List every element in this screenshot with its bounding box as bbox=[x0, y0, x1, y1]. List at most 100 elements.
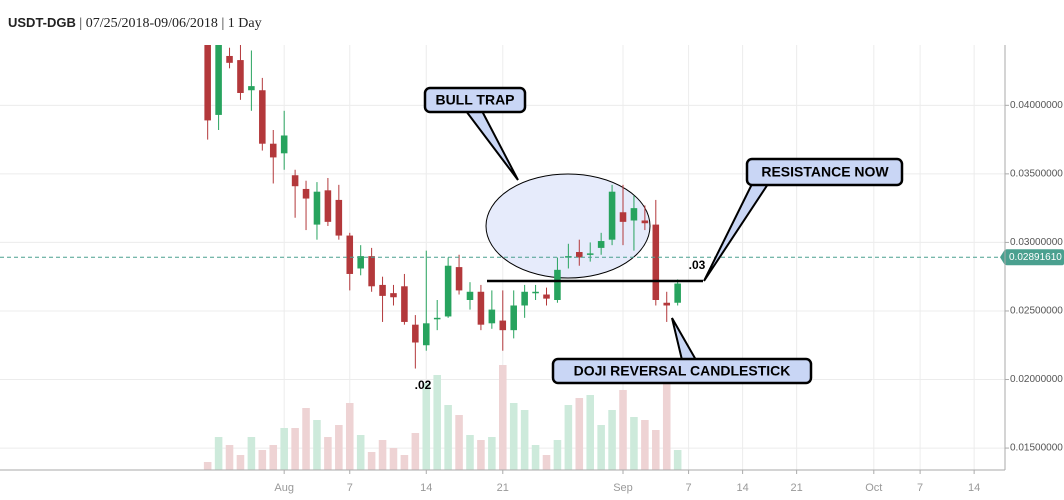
x-tick-label: 14 bbox=[420, 482, 432, 494]
callout-box bbox=[423, 86, 527, 114]
volume-bar bbox=[389, 448, 398, 470]
candle-body bbox=[499, 320, 507, 331]
candle-body bbox=[619, 212, 627, 222]
candle-body bbox=[226, 55, 233, 63]
volume-bar bbox=[630, 417, 638, 470]
price-note: .02 bbox=[415, 378, 432, 392]
candle-body bbox=[248, 86, 255, 91]
candle-body bbox=[477, 291, 485, 325]
candle-body bbox=[269, 143, 277, 158]
volume-bar bbox=[652, 430, 660, 470]
volume-bar bbox=[291, 428, 299, 470]
candle-body bbox=[510, 305, 517, 331]
volume-bar bbox=[378, 440, 387, 470]
candle-body bbox=[597, 241, 605, 248]
volume-bar bbox=[575, 398, 584, 470]
x-tick-label: 14 bbox=[968, 482, 980, 494]
volume-bar bbox=[225, 445, 234, 470]
x-tick-label: 21 bbox=[497, 482, 509, 494]
callout-pointer bbox=[703, 183, 770, 282]
volume-bar bbox=[619, 390, 627, 470]
volume-bar bbox=[258, 450, 267, 470]
candle-body bbox=[608, 191, 616, 240]
y-tick-label: 0.02500000 bbox=[1010, 306, 1063, 317]
candle-body bbox=[346, 235, 354, 274]
volume-bar bbox=[444, 405, 452, 470]
x-tick-label: Oct bbox=[865, 482, 882, 494]
volume-bar bbox=[455, 415, 463, 470]
candle-body bbox=[444, 265, 452, 317]
candle-body bbox=[488, 309, 496, 324]
volume-bar bbox=[499, 365, 507, 470]
x-tick-label: 7 bbox=[917, 482, 923, 494]
volume-bar bbox=[586, 395, 594, 470]
candle-body bbox=[663, 302, 671, 306]
candle-body bbox=[532, 291, 539, 294]
volume-bar bbox=[509, 403, 518, 470]
volume-bar bbox=[324, 437, 332, 470]
volume-bar bbox=[531, 445, 540, 470]
volume-bar bbox=[466, 435, 474, 470]
x-tick-label: 7 bbox=[347, 482, 353, 494]
callout-box bbox=[745, 157, 904, 187]
volume-bar bbox=[356, 435, 365, 470]
bull-trap-label: BULL TRAP bbox=[435, 92, 514, 108]
y-tick-label: 0.01500000 bbox=[1010, 443, 1063, 454]
candle-body bbox=[433, 317, 441, 320]
candle-body bbox=[554, 269, 561, 300]
y-tick-label: 0.04000000 bbox=[1010, 100, 1063, 111]
volume-bar bbox=[422, 383, 431, 470]
y-tick-label: 0.03000000 bbox=[1010, 237, 1063, 248]
candle-body bbox=[576, 252, 583, 258]
volume-bar bbox=[662, 380, 671, 470]
candle-body bbox=[302, 188, 310, 199]
volume-bar bbox=[214, 437, 223, 470]
candle-body bbox=[291, 175, 299, 187]
volume-bar bbox=[673, 450, 682, 470]
volume-bar bbox=[302, 408, 310, 470]
last-price-label: 0.02891610 bbox=[1009, 252, 1062, 263]
candle-body bbox=[455, 267, 463, 291]
doji-label: DOJI REVERSAL CANDLESTICK bbox=[574, 363, 791, 379]
volume-bar bbox=[367, 452, 376, 470]
candle-body bbox=[204, 45, 211, 121]
candle-body bbox=[357, 256, 364, 269]
symbol: USDT-DGB bbox=[8, 15, 76, 30]
callout-pointer bbox=[463, 110, 519, 181]
x-tick-label: Sep bbox=[613, 482, 633, 494]
last-price-arrow bbox=[1000, 249, 1005, 266]
candle-body bbox=[641, 220, 649, 224]
callout-box bbox=[551, 357, 813, 385]
candle-body bbox=[586, 253, 594, 255]
volume-bar bbox=[247, 437, 256, 470]
candle-body bbox=[674, 283, 681, 303]
volume-bar bbox=[553, 440, 562, 470]
volume-bar bbox=[597, 425, 605, 470]
x-tick-label: 7 bbox=[686, 482, 692, 494]
interval: 1 Day bbox=[227, 16, 262, 31]
y-tick-label: 0.02000000 bbox=[1010, 374, 1063, 385]
volume-bar bbox=[400, 455, 409, 470]
candle-body bbox=[280, 135, 288, 154]
price-note: .03 bbox=[689, 258, 706, 272]
volume-bar bbox=[313, 420, 321, 470]
volume-bar bbox=[269, 445, 278, 470]
x-tick-label: 21 bbox=[791, 482, 803, 494]
x-tick-label: Aug bbox=[274, 482, 294, 494]
candle-body bbox=[390, 293, 397, 298]
candle-body bbox=[368, 256, 375, 287]
candle-body bbox=[543, 294, 550, 299]
volume-bar bbox=[608, 410, 616, 470]
candle-body bbox=[466, 291, 474, 300]
volume-bar bbox=[542, 455, 551, 470]
candle-body bbox=[237, 60, 244, 93]
volume-bar bbox=[335, 425, 343, 470]
candle-body bbox=[401, 286, 408, 322]
candle-body bbox=[324, 190, 332, 222]
x-tick-label: 14 bbox=[736, 482, 748, 494]
candle-body bbox=[335, 199, 343, 236]
candle-body bbox=[215, 45, 222, 115]
header: USDT-DGB | 07/25/2018-09/06/2018 | 1 Day bbox=[8, 15, 262, 31]
